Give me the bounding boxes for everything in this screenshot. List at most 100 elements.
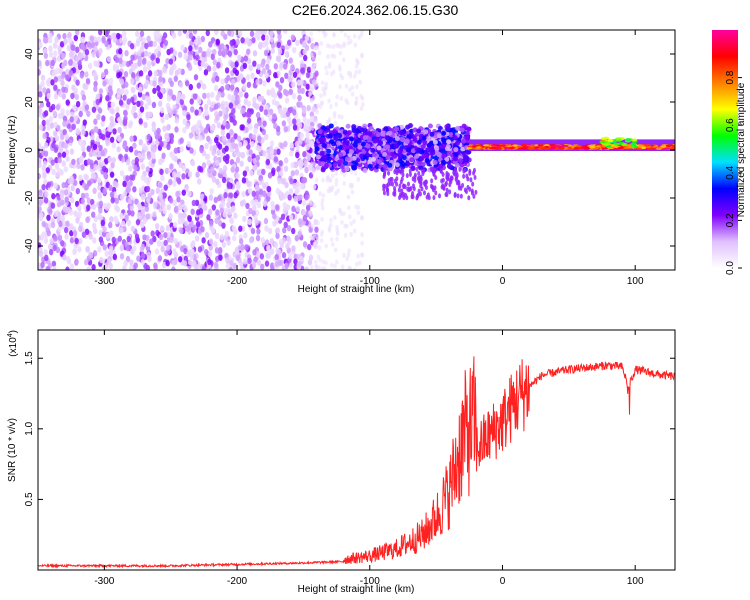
heatmap-cell <box>360 232 364 238</box>
heatmap-cell <box>102 226 107 233</box>
heatmap-cell <box>340 219 344 225</box>
heatmap-cell <box>181 173 186 180</box>
heatmap-cell <box>114 181 119 188</box>
heatmap-cell <box>63 38 68 45</box>
heatmap-cell <box>119 78 125 85</box>
heatmap-cell <box>290 34 296 41</box>
heatmap-cell <box>200 35 206 43</box>
heatmap-cell <box>138 139 143 146</box>
heatmap-cell <box>273 241 279 249</box>
heatmap-cell <box>50 103 56 111</box>
heatmap-cell <box>153 70 159 77</box>
heatmap-cell <box>152 40 157 48</box>
heatmap-cell <box>295 39 300 47</box>
heatmap-cell <box>282 193 287 200</box>
heatmap-cell <box>201 83 207 90</box>
heatmap-cell <box>53 210 58 218</box>
heatmap-cell <box>309 83 313 89</box>
heatmap-cell <box>429 131 435 137</box>
heatmap-cell <box>38 69 41 76</box>
heatmap-cell <box>228 260 234 267</box>
heatmap-cell <box>334 101 339 107</box>
heatmap-cell <box>266 185 272 193</box>
heatmap-cell <box>50 202 56 209</box>
heatmap-cell <box>335 259 339 265</box>
heatmap-cell <box>403 184 407 190</box>
heatmap-cell <box>220 91 225 98</box>
heatmap-cell <box>325 70 329 76</box>
heatmap-cell <box>214 247 220 254</box>
heatmap-cell <box>166 123 171 131</box>
heatmap-cell <box>254 219 259 226</box>
heatmap-cell <box>341 57 346 63</box>
heatmap-cell <box>434 175 438 181</box>
heatmap-cell <box>59 193 65 200</box>
heatmap-cell <box>352 267 357 270</box>
heatmap-cell <box>179 227 184 235</box>
heatmap-cell <box>274 253 279 261</box>
heatmap-cell <box>138 118 143 125</box>
heatmap-cell <box>316 220 320 226</box>
heatmap-cell <box>38 234 41 242</box>
heatmap-cell <box>349 169 354 175</box>
heatmap-cell <box>234 249 240 256</box>
heatmap-cell <box>308 254 314 261</box>
heatmap-cell <box>103 172 108 179</box>
heatmap-cell <box>311 167 316 173</box>
heatmap-cell <box>156 240 162 247</box>
heatmap-cell <box>194 235 200 242</box>
heatmap-cell <box>360 252 364 258</box>
heatmap-cell <box>91 211 96 218</box>
heatmap-cell <box>50 159 55 166</box>
heatmap-cell <box>242 83 247 91</box>
heatmap-cell <box>234 99 239 106</box>
heatmap-cell <box>210 53 215 61</box>
heatmap-cell <box>440 137 446 143</box>
heatmap-cell <box>269 140 275 147</box>
heatmap-cell <box>63 142 68 150</box>
heatmap-cell <box>293 195 298 202</box>
heatmap-cell <box>382 151 388 157</box>
heatmap-cell <box>48 208 53 215</box>
heatmap-cell <box>332 32 336 38</box>
heatmap-cell <box>223 114 228 121</box>
heatmap-cell <box>275 232 280 240</box>
heatmap-cell <box>143 121 148 129</box>
heatmap-cell <box>53 76 59 83</box>
heatmap-cell <box>370 147 376 153</box>
heatmap-cell <box>188 83 194 91</box>
heatmap-cell <box>52 266 57 270</box>
heatmap-cell <box>60 79 65 87</box>
heatmap-cell <box>353 228 357 234</box>
heatmap-cell <box>146 63 152 71</box>
heatmap-cell <box>272 220 277 227</box>
heatmap-cell <box>49 122 55 129</box>
heatmap-cell <box>173 258 178 266</box>
heatmap-cell <box>300 177 306 184</box>
heatmap-cell <box>240 107 246 114</box>
heatmap-cell <box>169 132 174 140</box>
heatmap-cell <box>409 157 415 163</box>
heatmap-cell <box>312 231 317 237</box>
heatmap-cell <box>434 146 440 152</box>
heatmap-cell <box>338 152 344 158</box>
heatmap-cell <box>254 184 260 192</box>
heatmap-cell <box>91 173 97 180</box>
heatmap-cell <box>179 137 184 144</box>
heatmap-cell <box>320 198 325 204</box>
heatmap-cell <box>294 235 300 242</box>
heatmap-cell <box>255 78 260 86</box>
heatmap-cell <box>346 252 351 258</box>
heatmap-cell <box>178 212 184 220</box>
heatmap-cell <box>290 63 295 71</box>
heatmap-cell <box>420 144 426 150</box>
heatmap-cell <box>150 54 155 61</box>
heatmap-cell <box>168 197 174 204</box>
heatmap-cell <box>131 71 136 79</box>
heatmap-cell <box>182 30 188 34</box>
heatmap-cell <box>239 160 244 167</box>
heatmap-cell <box>53 84 58 91</box>
heatmap-cell <box>195 54 200 61</box>
heatmap-cell <box>215 94 220 102</box>
heatmap-cell <box>119 253 125 260</box>
